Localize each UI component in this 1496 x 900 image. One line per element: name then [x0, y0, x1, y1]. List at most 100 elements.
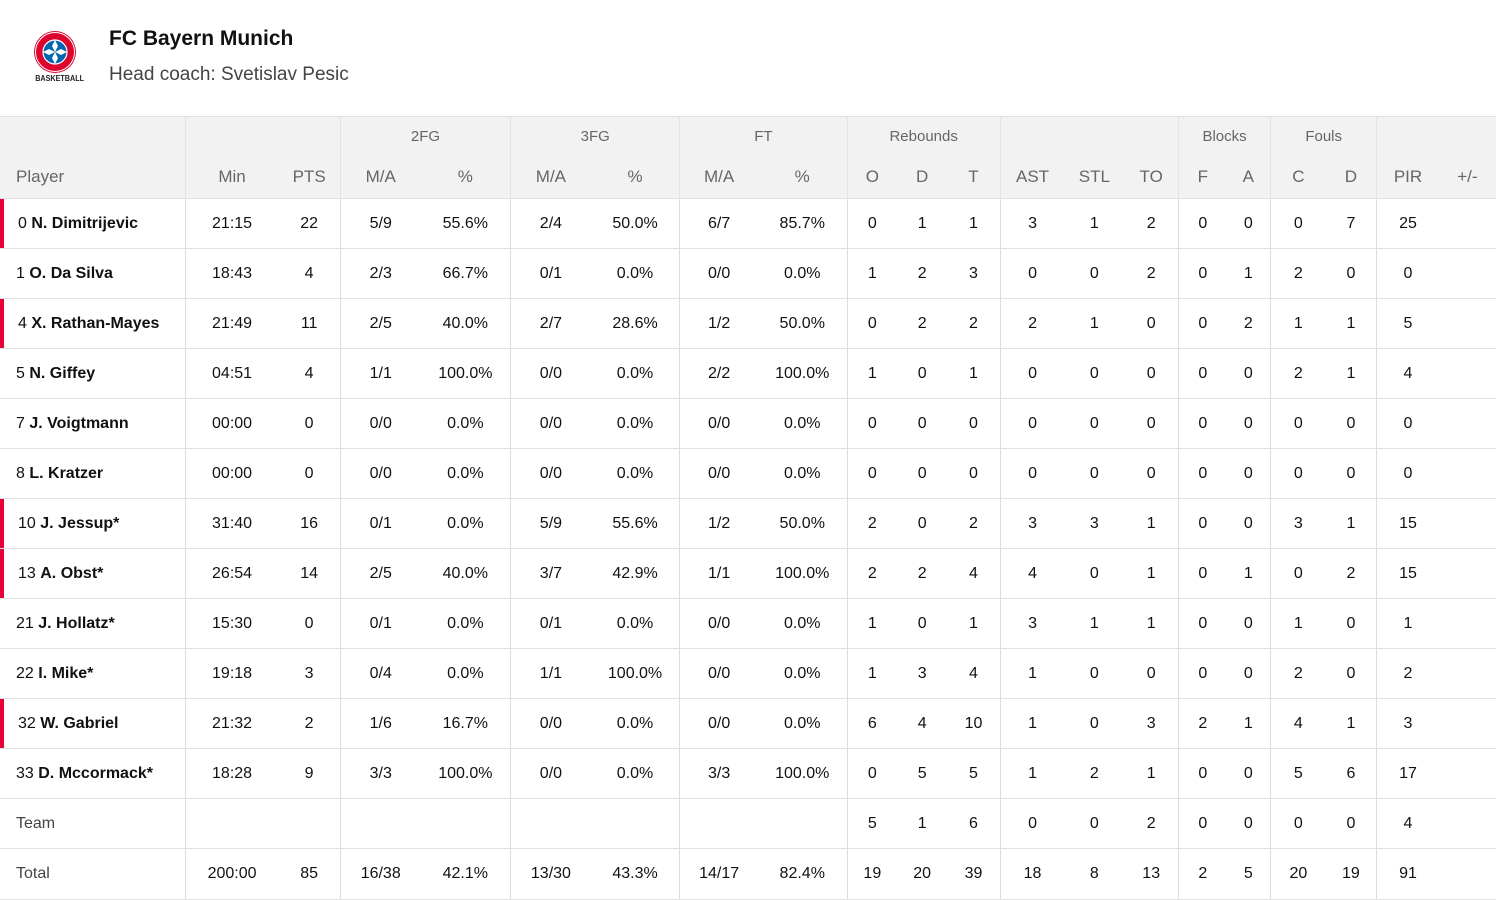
player-name[interactable]: J. Jessup*: [40, 514, 120, 532]
player-row[interactable]: 32 W. Gabriel 21:32 2 1/6 16.7% 0/0 0.0% 0/0 0.0…: [0, 698, 1496, 749]
player-cell[interactable]: 13 A. Obst*: [0, 548, 186, 599]
player-row[interactable]: 4 X. Rathan-Mayes 21:49 11 2/5 40.0% 2/7 28.6%…: [0, 298, 1496, 349]
player-name[interactable]: I. Mike*: [38, 664, 94, 682]
table-body: 0 N. Dimitrijevic 21:15 22 5/9 55.6% 2/4 50.0%…: [0, 198, 1496, 900]
player-name[interactable]: W. Gabriel: [40, 714, 119, 732]
player-name[interactable]: J. Voigtmann: [29, 414, 129, 432]
cell-reb-t: 1: [947, 198, 1001, 249]
cell-to: 1: [1124, 748, 1179, 799]
col-player[interactable]: Player: [0, 155, 186, 199]
group-empty-min-pts: [185, 117, 341, 155]
player-row[interactable]: 5 N. Giffey 04:51 4 1/1 100.0% 0/0 0.0% 2/2 100.…: [0, 348, 1496, 399]
col-reb-o[interactable]: O: [847, 155, 898, 199]
col-pts[interactable]: PTS: [278, 155, 341, 199]
cell-foul-d: 1: [1325, 498, 1378, 549]
cell-ft-pct: [757, 798, 848, 849]
cell-reb-d: 0: [897, 348, 948, 399]
col-2fg-ma[interactable]: M/A: [340, 155, 421, 199]
cell-2fg-pct: 0.0%: [420, 448, 512, 499]
cell-to: 2: [1124, 198, 1179, 249]
col-to[interactable]: TO: [1124, 155, 1179, 199]
col-3fg-pct[interactable]: %: [590, 155, 681, 199]
col-foul-d[interactable]: D: [1325, 155, 1378, 199]
player-row[interactable]: 1 O. Da Silva 18:43 4 2/3 66.7% 0/1 0.0% 0/0 0.0…: [0, 248, 1496, 299]
cell-foul-c: 1: [1270, 298, 1326, 349]
col-stl[interactable]: STL: [1064, 155, 1125, 199]
col-foul-c[interactable]: C: [1270, 155, 1326, 199]
player-row[interactable]: 7 J. Voigtmann 00:00 0 0/0 0.0% 0/0 0.0% 0/0 0.0…: [0, 398, 1496, 449]
player-cell[interactable]: 21 J. Hollatz*: [0, 598, 186, 649]
cell-reb-o: 1: [847, 248, 898, 299]
player-number: 8: [16, 464, 25, 482]
cell-pts: 14: [278, 548, 341, 599]
cell-blk-f: 2: [1178, 848, 1227, 900]
cell-min: 00:00: [185, 398, 279, 449]
col-reb-d[interactable]: D: [897, 155, 948, 199]
cell-3fg-pct: 0.0%: [590, 598, 681, 649]
player-name[interactable]: L. Kratzer: [29, 464, 104, 482]
player-row[interactable]: 33 D. Mccormack* 18:28 9 3/3 100.0% 0/0 0.0% 3/…: [0, 748, 1496, 799]
player-name[interactable]: O. Da Silva: [29, 264, 113, 282]
cell-foul-c: 0: [1270, 798, 1326, 849]
col-plus-minus[interactable]: +/-: [1438, 155, 1496, 199]
player-cell[interactable]: 32 W. Gabriel: [0, 698, 186, 749]
cell-blk-a: 0: [1226, 648, 1272, 699]
cell-ft-pct: 0.0%: [757, 448, 848, 499]
player-cell[interactable]: 8 L. Kratzer: [0, 448, 186, 499]
column-header-row: Player Min PTS M/A % M/A % M/A % O D T A…: [0, 155, 1496, 199]
cell-min: 21:49: [185, 298, 279, 349]
col-2fg-pct[interactable]: %: [420, 155, 512, 199]
cell-3fg-ma: 0/0: [510, 398, 591, 449]
col-blk-f[interactable]: F: [1178, 155, 1227, 199]
player-row[interactable]: 13 A. Obst* 26:54 14 2/5 40.0% 3/7 42.9% 1/1 100…: [0, 548, 1496, 599]
col-min[interactable]: Min: [185, 155, 279, 199]
cell-reb-o: 0: [847, 748, 898, 799]
player-name[interactable]: N. Giffey: [29, 364, 96, 382]
group-fouls: Fouls: [1270, 117, 1378, 155]
player-cell[interactable]: 7 J. Voigtmann: [0, 398, 186, 449]
col-ft-ma[interactable]: M/A: [679, 155, 758, 199]
player-row[interactable]: 10 J. Jessup* 31:40 16 0/1 0.0% 5/9 55.6% 1/2 50…: [0, 498, 1496, 549]
cell-blk-a: 1: [1226, 248, 1272, 299]
player-cell[interactable]: 1 O. Da Silva: [0, 248, 186, 299]
cell-plus-minus: [1438, 598, 1496, 649]
player-cell[interactable]: 10 J. Jessup*: [0, 498, 186, 549]
player-row[interactable]: 21 J. Hollatz* 15:30 0 0/1 0.0% 0/1 0.0% 0/0 0.0…: [0, 598, 1496, 649]
player-name[interactable]: X. Rathan-Mayes: [31, 314, 160, 332]
col-blk-a[interactable]: A: [1226, 155, 1272, 199]
player-cell[interactable]: 22 I. Mike*: [0, 648, 186, 699]
player-cell[interactable]: 4 X. Rathan-Mayes: [0, 298, 186, 349]
cell-reb-d: 0: [897, 398, 948, 449]
player-cell[interactable]: 5 N. Giffey: [0, 348, 186, 399]
player-name[interactable]: A. Obst*: [40, 564, 104, 582]
cell-ft-pct: 0.0%: [757, 648, 848, 699]
team-name: FC Bayern Munich: [109, 27, 294, 50]
col-ast[interactable]: AST: [1000, 155, 1065, 199]
player-name[interactable]: N. Dimitrijevic: [31, 214, 139, 232]
cell-reb-o: 6: [847, 698, 898, 749]
cell-foul-d: 1: [1325, 698, 1378, 749]
player-row[interactable]: 22 I. Mike* 19:18 3 0/4 0.0% 1/1 100.0% 0/0 0.0%…: [0, 648, 1496, 699]
group-3fg: 3FG: [510, 117, 681, 155]
cell-ft-pct: 0.0%: [757, 248, 848, 299]
cell-reb-d: 2: [897, 248, 948, 299]
group-rebounds: Rebounds: [847, 117, 1001, 155]
cell-3fg-ma: 0/1: [510, 248, 591, 299]
cell-pts: 11: [278, 298, 341, 349]
player-row[interactable]: 0 N. Dimitrijevic 21:15 22 5/9 55.6% 2/4 50.0%…: [0, 198, 1496, 249]
cell-pir: 15: [1376, 498, 1439, 549]
player-cell[interactable]: 0 N. Dimitrijevic: [0, 198, 186, 249]
cell-plus-minus: [1438, 798, 1496, 849]
col-3fg-ma[interactable]: M/A: [510, 155, 591, 199]
player-row[interactable]: 8 L. Kratzer 00:00 0 0/0 0.0% 0/0 0.0% 0/0 0.0% 0…: [0, 448, 1496, 499]
cell-min: 15:30: [185, 598, 279, 649]
col-reb-t[interactable]: T: [947, 155, 1001, 199]
cell-3fg-pct: 0.0%: [590, 698, 681, 749]
player-name[interactable]: D. Mccormack*: [38, 764, 153, 782]
col-pir[interactable]: PIR: [1376, 155, 1439, 199]
cell-3fg-ma: [510, 798, 591, 849]
cell-3fg-ma: 0/0: [510, 748, 591, 799]
player-name[interactable]: J. Hollatz*: [38, 614, 115, 632]
player-cell[interactable]: 33 D. Mccormack*: [0, 748, 186, 799]
col-ft-pct[interactable]: %: [757, 155, 848, 199]
